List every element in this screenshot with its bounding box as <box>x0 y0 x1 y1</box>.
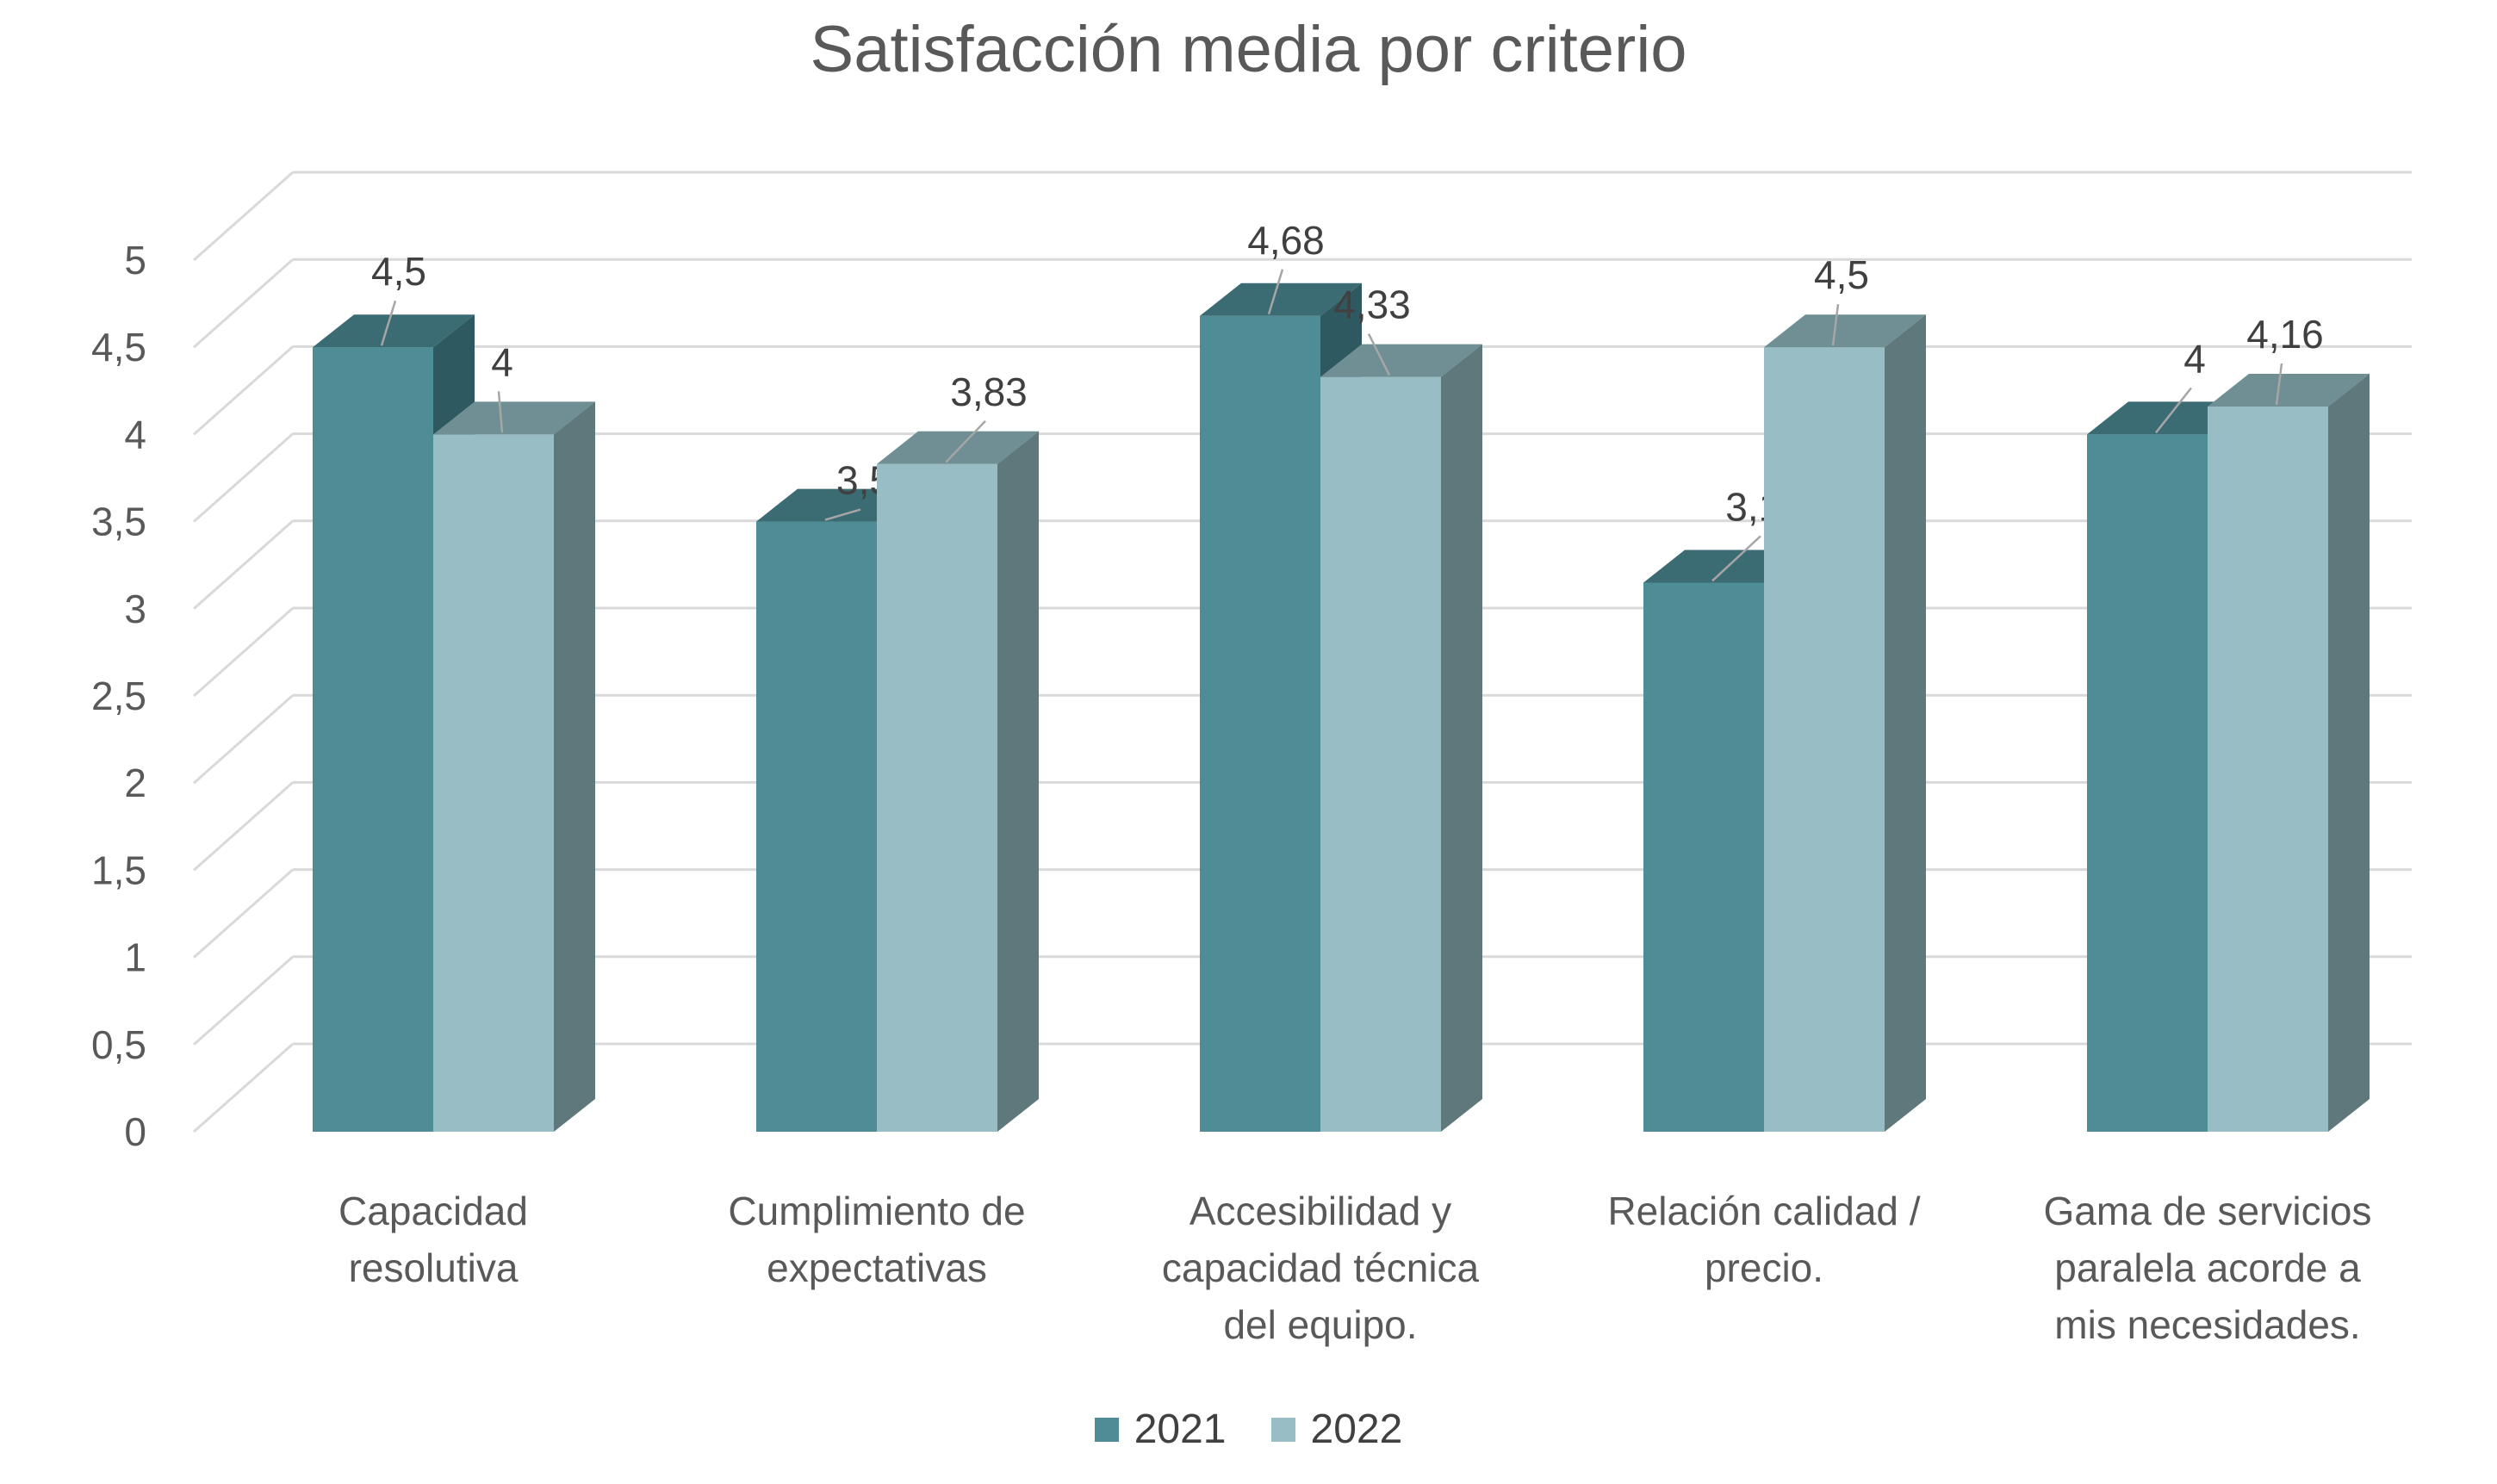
x-tick-label: Accesibilidad y <box>1189 1189 1451 1233</box>
bar-side-2022 <box>997 431 1039 1133</box>
gridline-diagonal <box>193 694 294 785</box>
bar-side-2022 <box>554 401 595 1132</box>
legend-label-2021: 2021 <box>1134 1406 1227 1452</box>
data-label-leader <box>824 508 861 521</box>
legend: 2021 2022 <box>0 1406 2497 1453</box>
gridline-diagonal <box>193 345 294 436</box>
data-label-leader <box>1367 333 1391 376</box>
gridline-diagonal <box>193 171 294 262</box>
y-tick-label: 2 <box>124 761 146 805</box>
y-tick-label: 1 <box>124 935 146 980</box>
bar-2022 <box>433 434 554 1132</box>
chart-title: Satisfacción media por criterio <box>810 13 1687 86</box>
legend-label-2022: 2022 <box>1310 1406 1403 1452</box>
legend-item-2022: 2022 <box>1270 1406 1403 1453</box>
data-label: 3,83 <box>950 369 1028 414</box>
y-tick-label: 0,5 <box>91 1022 146 1067</box>
bar-top-2022 <box>1320 344 1482 377</box>
bar-2021 <box>1643 582 1764 1132</box>
x-tick-label: del equipo. <box>1223 1302 1417 1347</box>
legend-swatch-2021 <box>1094 1417 1119 1442</box>
x-tick-label: mis necesidades. <box>2054 1302 2360 1347</box>
bar-2022 <box>2208 407 2328 1132</box>
data-label: 4,33 <box>1333 283 1411 327</box>
bar-2021 <box>2087 434 2208 1132</box>
bar-top-2022 <box>2208 374 2370 407</box>
data-label: 4,5 <box>371 249 426 294</box>
data-label-leader <box>380 300 397 346</box>
y-tick-label: 3 <box>124 587 146 631</box>
x-tick-label: resolutiva <box>349 1245 519 1290</box>
legend-swatch-2022 <box>1270 1417 1295 1442</box>
data-label: 4,5 <box>1814 252 1869 297</box>
x-tick-label: capacidad técnica <box>1162 1245 1480 1290</box>
x-tick-label: Cumplimiento de <box>728 1189 1025 1233</box>
y-tick-label: 2,5 <box>91 674 146 718</box>
bar-top-2021 <box>313 314 475 348</box>
data-label: 4,68 <box>1247 218 1325 263</box>
gridline-diagonal <box>193 868 294 959</box>
gridline-diagonal <box>193 606 294 698</box>
y-tick-label: 4,5 <box>91 325 146 369</box>
bar-top-2022 <box>433 401 595 435</box>
x-tick-label: Capacidad <box>339 1189 528 1233</box>
data-label: 4 <box>491 339 513 384</box>
bar-2022 <box>1320 376 1441 1132</box>
gridline-diagonal <box>193 781 294 872</box>
y-tick-label: 4 <box>124 412 146 456</box>
data-label: 4,16 <box>2246 312 2324 357</box>
bar-2021 <box>756 521 877 1132</box>
data-label-leader <box>1831 304 1840 346</box>
gridline-diagonal <box>193 519 294 610</box>
gridline-diagonal <box>193 955 294 1046</box>
bar-2021 <box>1200 315 1320 1132</box>
y-tick-label: 5 <box>124 238 146 283</box>
bar-2022 <box>877 463 997 1132</box>
y-tick-label: 1,5 <box>91 848 146 892</box>
bar-top-2022 <box>1764 314 1926 348</box>
x-tick-label: expectativas <box>767 1245 987 1290</box>
y-tick-label: 0 <box>124 1109 146 1154</box>
gridline-diagonal <box>193 432 294 523</box>
data-label-leader <box>945 419 986 463</box>
data-label: 4 <box>2183 336 2206 381</box>
data-label-leader <box>1267 269 1284 315</box>
bar-2022 <box>1764 347 1885 1132</box>
x-tick-label: paralela acorde a <box>2054 1245 2361 1290</box>
x-tick-label: Gama de servicios <box>2044 1189 2372 1233</box>
data-label-leader <box>497 391 504 433</box>
bar-side-2022 <box>1441 344 1482 1132</box>
legend-item-2021: 2021 <box>1094 1406 1227 1453</box>
bar-top-2022 <box>877 431 1039 464</box>
bar-2021 <box>313 347 433 1132</box>
data-label-leader <box>1711 535 1761 582</box>
gridline-diagonal <box>193 1042 294 1133</box>
data-label-leader <box>2155 387 2192 434</box>
data-label-leader <box>2275 363 2283 406</box>
bar-side-2022 <box>1885 314 1926 1132</box>
bar-top-2021 <box>1200 283 1362 316</box>
x-tick-label: Relación calidad / <box>1607 1189 1920 1233</box>
x-tick-label: precio. <box>1705 1245 1823 1290</box>
gridline-diagonal <box>193 258 294 349</box>
bar-side-2022 <box>2328 374 2370 1132</box>
y-tick-label: 3,5 <box>91 500 146 544</box>
